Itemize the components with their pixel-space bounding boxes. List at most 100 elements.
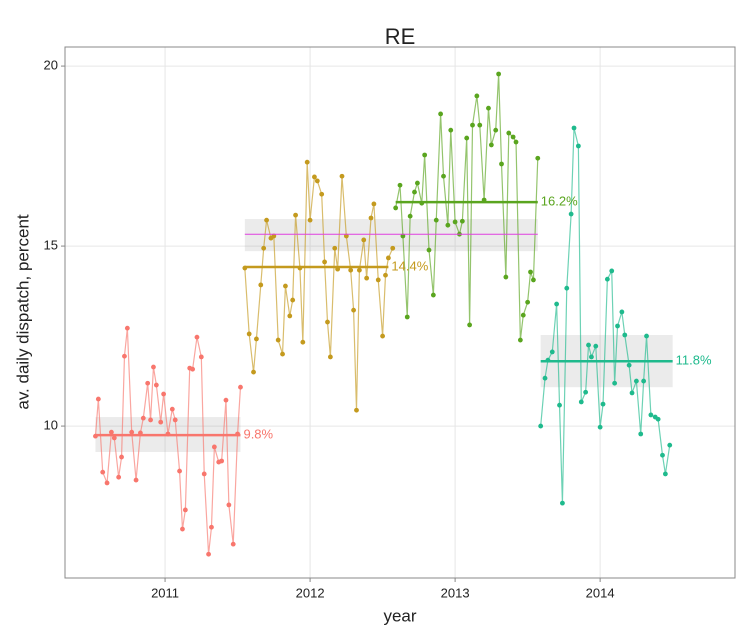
data-point (393, 205, 399, 211)
data-point (304, 159, 310, 165)
data-point (397, 182, 403, 188)
data-point (356, 267, 362, 273)
data-point (327, 354, 333, 360)
data-point (116, 474, 122, 480)
data-point (383, 272, 388, 278)
data-point (254, 336, 259, 342)
data-point (464, 135, 470, 141)
y-axis-label: av. daily dispatch, percent (13, 214, 32, 410)
data-point (542, 375, 548, 381)
data-point (445, 222, 451, 228)
data-point (354, 407, 359, 413)
data-point (528, 269, 533, 275)
data-point (95, 396, 101, 402)
data-point (351, 307, 356, 313)
data-point (230, 541, 236, 547)
y-tick-label: 15 (44, 238, 58, 253)
data-point (100, 469, 106, 475)
data-point (520, 312, 526, 318)
data-point (261, 245, 267, 251)
data-point (293, 212, 298, 218)
mean-label: 11.8% (676, 353, 712, 368)
data-point (586, 342, 591, 348)
data-point (662, 471, 668, 477)
data-point (660, 452, 665, 458)
mean-label: 16.2% (541, 194, 578, 209)
data-point (510, 134, 516, 140)
x-tick-label: 2014 (586, 585, 615, 600)
x-tick-label: 2012 (296, 585, 325, 600)
data-point (206, 551, 211, 557)
data-point (407, 213, 413, 219)
data-point (182, 507, 188, 513)
data-point (332, 245, 338, 251)
data-point (609, 268, 615, 274)
data-point (380, 333, 385, 339)
data-point (219, 458, 225, 464)
data-point (251, 369, 256, 375)
data-point (486, 105, 491, 111)
data-point (531, 277, 536, 283)
data-point (375, 277, 381, 283)
data-point (151, 364, 156, 370)
data-point (177, 468, 182, 474)
data-point (525, 299, 531, 305)
data-point (275, 337, 281, 343)
data-point (633, 378, 639, 384)
data-point (404, 314, 410, 320)
data-point (448, 127, 454, 133)
data-point (612, 380, 618, 386)
data-point (258, 282, 264, 288)
data-point (538, 423, 544, 429)
data-point (452, 219, 458, 225)
data-point (415, 180, 420, 186)
data-point (119, 454, 124, 460)
data-point (172, 417, 178, 423)
series-line (395, 73, 539, 341)
data-point (223, 397, 229, 403)
data-point (211, 444, 217, 450)
data-point (593, 343, 599, 349)
data-point (283, 283, 288, 289)
data-point (238, 384, 243, 390)
data-point (290, 297, 296, 303)
confidence-band (244, 219, 538, 252)
series-line (540, 127, 671, 504)
data-point (622, 332, 628, 338)
data-point (477, 122, 483, 128)
data-point (474, 93, 480, 99)
data-point (564, 285, 570, 291)
data-point (557, 402, 562, 408)
data-point (271, 233, 277, 239)
x-tick-label: 2011 (151, 585, 179, 600)
data-point (571, 125, 577, 131)
data-point (626, 362, 632, 368)
data-point (129, 429, 135, 435)
data-point (226, 502, 232, 508)
data-point (314, 178, 320, 184)
data-point (153, 382, 159, 388)
data-point (361, 237, 367, 243)
data-point (412, 189, 417, 195)
data-point (549, 349, 555, 355)
data-point (433, 217, 439, 223)
data-point (638, 431, 644, 437)
data-point (390, 245, 396, 251)
chart-title: RE (385, 24, 416, 49)
data-point (503, 274, 509, 280)
data-point (145, 380, 151, 386)
data-point (180, 526, 185, 532)
data-point (459, 218, 465, 224)
data-point (198, 354, 204, 360)
data-point (124, 325, 130, 331)
data-point (619, 309, 625, 315)
data-point (264, 217, 269, 223)
data-point (104, 480, 110, 486)
data-point (194, 334, 200, 340)
grid (65, 47, 735, 578)
data-point (422, 152, 428, 158)
data-point (426, 247, 432, 253)
data-point (312, 174, 317, 180)
